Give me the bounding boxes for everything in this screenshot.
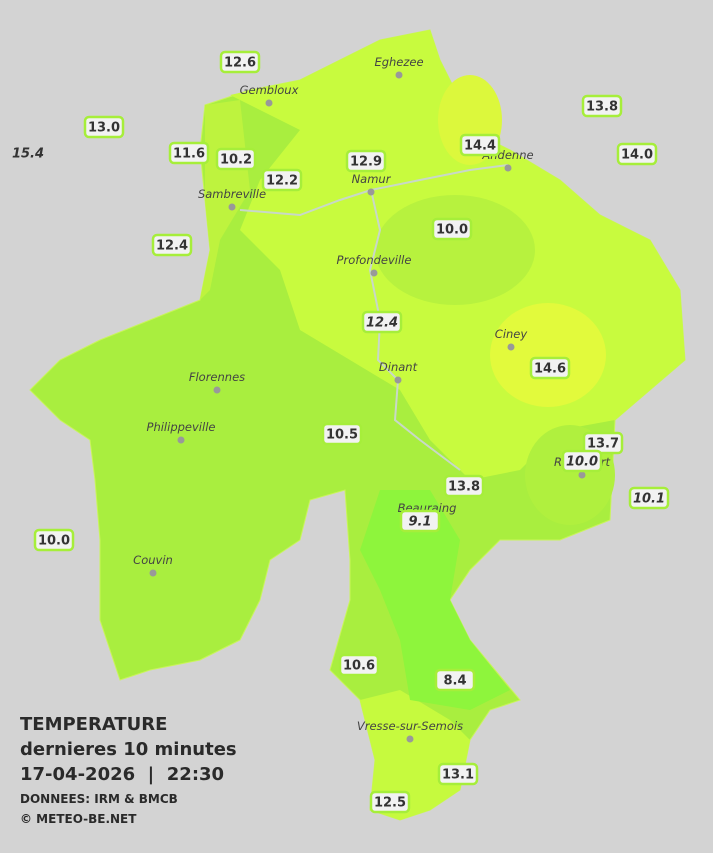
station-box	[338, 653, 380, 677]
zone-cool	[360, 490, 510, 710]
station-value: 10.0	[436, 223, 468, 238]
station-box	[561, 449, 603, 473]
station-value: 10.5	[326, 428, 358, 443]
station-value: 12.2	[266, 174, 298, 189]
station-value: 10.0	[566, 455, 598, 470]
station-box	[628, 486, 670, 510]
station-box	[434, 668, 476, 692]
station-box	[219, 50, 261, 74]
city-dot	[504, 164, 512, 172]
city-label: Florennes	[189, 370, 245, 384]
city-dot	[177, 436, 185, 444]
station-box	[529, 356, 571, 380]
station-box	[581, 94, 623, 118]
station-box	[215, 147, 257, 171]
zone-south-warm	[360, 690, 470, 820]
station-box	[443, 474, 485, 498]
city-dot	[394, 376, 402, 384]
legend-source: DONNEES: IRM & BMCB	[20, 792, 178, 806]
station-box	[261, 168, 303, 192]
station-value: 12.5	[374, 796, 406, 811]
station-box	[616, 142, 658, 166]
station-value: 10.1	[633, 492, 665, 507]
city-label: Dinant	[379, 360, 418, 374]
city-label: Sambreville	[198, 187, 266, 201]
station-value: 12.4	[156, 239, 188, 254]
station-value: 9.1	[408, 515, 431, 530]
station-value: 12.6	[224, 56, 256, 71]
station-box	[361, 310, 403, 334]
station-value: 14.4	[464, 139, 496, 154]
station-value: 15.4	[12, 147, 44, 162]
station-value: 12.4	[366, 316, 398, 331]
station-value: 13.8	[586, 100, 618, 115]
city-dot	[149, 569, 157, 577]
city-dot	[213, 386, 221, 394]
station-box	[437, 762, 479, 786]
station-box	[459, 133, 501, 157]
station-box	[83, 115, 125, 139]
station-value: 13.0	[88, 121, 120, 136]
city-label: Philippeville	[147, 420, 216, 434]
legend-copyright: © METEO-BE.NET	[20, 812, 137, 826]
station-value: 13.8	[448, 480, 480, 495]
city-label: Gembloux	[240, 83, 299, 97]
city-label: Eghezee	[374, 55, 423, 69]
zone-hot	[490, 303, 606, 407]
legend-datetime: 17-04-2026 | 22:30	[20, 764, 224, 785]
station-value: 10.2	[220, 153, 252, 168]
station-value: 14.0	[621, 148, 653, 163]
station-value: 13.1	[442, 768, 474, 783]
city-dot	[265, 99, 273, 107]
station-box	[151, 233, 193, 257]
station-box	[33, 528, 75, 552]
legend: TEMPERATURE dernieres 10 minutes 17-04-2…	[20, 714, 237, 826]
station-value: 8.4	[443, 674, 466, 689]
station-value: 10.0	[38, 534, 70, 549]
station-value: 14.6	[534, 362, 566, 377]
legend-title: TEMPERATURE	[20, 714, 167, 735]
city-dot	[507, 343, 515, 351]
station-box	[399, 509, 441, 533]
city-dot	[578, 471, 586, 479]
station-box	[168, 141, 210, 165]
city-dot	[228, 203, 236, 211]
city-label: Vresse-sur-Semois	[357, 719, 463, 733]
city-label: Ciney	[495, 327, 528, 341]
city-dot	[370, 269, 378, 277]
zone-cool-center	[375, 195, 535, 305]
city-label: Couvin	[133, 553, 173, 567]
station-value: 12.9	[350, 155, 382, 170]
legend-subtitle: dernieres 10 minutes	[20, 739, 237, 760]
city-dot	[395, 71, 403, 79]
station-box	[321, 422, 363, 446]
station-box	[431, 217, 473, 241]
station-box	[369, 790, 411, 814]
station-box	[345, 149, 387, 173]
station-value: 13.7	[587, 437, 619, 452]
station-box	[582, 431, 624, 455]
city-dot	[367, 188, 375, 196]
city-label: Namur	[352, 172, 392, 186]
station-value: 11.6	[173, 147, 205, 162]
station-value: 10.6	[343, 659, 375, 674]
city-label: Profondeville	[337, 253, 412, 267]
city-dot	[406, 735, 414, 743]
